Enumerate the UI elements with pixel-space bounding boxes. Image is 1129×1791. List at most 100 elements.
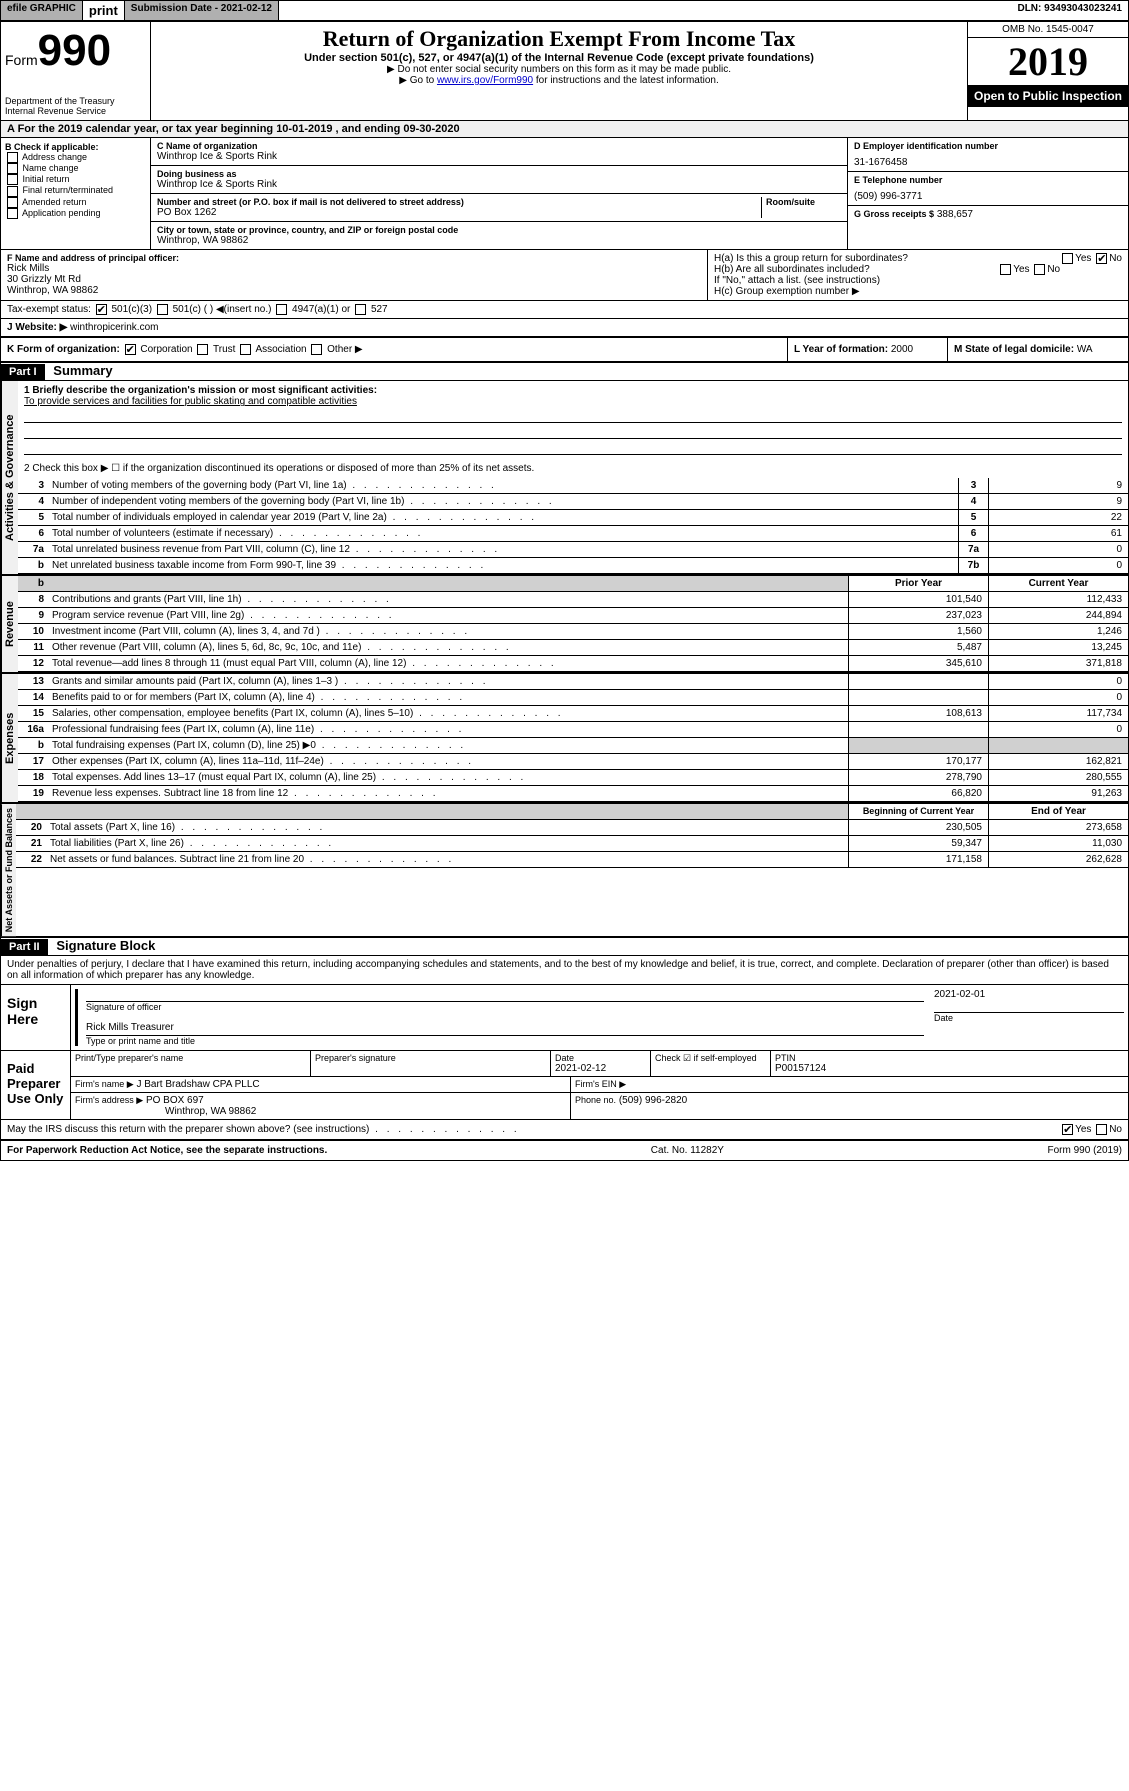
current-value: 0 (988, 722, 1128, 737)
line-text: Investment income (Part VIII, column (A)… (48, 624, 848, 639)
line-text: Total revenue—add lines 8 through 11 (mu… (48, 656, 848, 671)
form-number: 990 (38, 26, 111, 75)
city-label: City or town, state or province, country… (157, 225, 841, 235)
line-num: 14 (18, 690, 48, 705)
box-b-checkbox[interactable] (7, 174, 18, 185)
perjury-text: Under penalties of perjury, I declare th… (1, 956, 1128, 984)
officer-name: Rick Mills (7, 263, 701, 274)
other-checkbox[interactable] (311, 344, 322, 355)
ssn-notice: ▶ Do not enter social security numbers o… (161, 64, 957, 75)
line1-text: To provide services and facilities for p… (24, 396, 1122, 407)
line-text: Professional fundraising fees (Part IX, … (48, 722, 848, 737)
print-button[interactable]: print (83, 1, 125, 20)
officer-addr2: Winthrop, WA 98862 (7, 285, 701, 296)
line-num: 15 (18, 706, 48, 721)
line-text: Total fundraising expenses (Part IX, col… (48, 738, 848, 753)
efile-button[interactable]: efile GRAPHIC (1, 1, 83, 20)
line-text: Net unrelated business taxable income fr… (48, 558, 958, 573)
box-b-item: Address change (5, 152, 146, 163)
501c3-checkbox[interactable] (96, 304, 107, 315)
line-box: 3 (958, 478, 988, 493)
box-b-checkbox[interactable] (7, 186, 18, 197)
box-k-label: K Form of organization: (7, 344, 120, 355)
year-formation-label: L Year of formation: (794, 344, 888, 355)
prior-value: 278,790 (848, 770, 988, 785)
box-b-checkbox[interactable] (7, 197, 18, 208)
line-text: Net assets or fund balances. Subtract li… (46, 852, 848, 867)
4947-checkbox[interactable] (276, 304, 287, 315)
prior-year-header: Prior Year (848, 576, 988, 591)
current-value: 280,555 (988, 770, 1128, 785)
opt-501c: 501(c) ( ) ◀(insert no.) (173, 304, 272, 315)
sig-officer-label: Signature of officer (86, 1002, 924, 1012)
line-num: 16a (18, 722, 48, 737)
current-value: 1,246 (988, 624, 1128, 639)
irs-link[interactable]: www.irs.gov/Form990 (437, 75, 533, 86)
line-num: 3 (18, 478, 48, 493)
tax-status-label: Tax-exempt status: (7, 304, 91, 315)
open-public-badge: Open to Public Inspection (968, 85, 1128, 107)
501c-checkbox[interactable] (157, 304, 168, 315)
line-text: Revenue less expenses. Subtract line 18 … (48, 786, 848, 801)
line-text: Number of independent voting members of … (48, 494, 958, 509)
line-num: 22 (16, 852, 46, 867)
firm-addr-label: Firm's address ▶ (75, 1095, 143, 1105)
officer-label: F Name and address of principal officer: (7, 253, 701, 263)
line-text: Total expenses. Add lines 13–17 (must eq… (48, 770, 848, 785)
firm-ein-label: Firm's EIN ▶ (575, 1079, 626, 1089)
line-box: 7a (958, 542, 988, 557)
gray-cell (988, 738, 1128, 753)
prior-value: 108,613 (848, 706, 988, 721)
line-text: Total unrelated business revenue from Pa… (48, 542, 958, 557)
current-value: 13,245 (988, 640, 1128, 655)
assoc-checkbox[interactable] (240, 344, 251, 355)
prior-value: 1,560 (848, 624, 988, 639)
line-num: 11 (18, 640, 48, 655)
discuss-yes[interactable] (1062, 1124, 1073, 1135)
line-num: 4 (18, 494, 48, 509)
ein-label: D Employer identification number (854, 141, 1122, 151)
box-b-checkbox[interactable] (7, 152, 18, 163)
domicile-label: M State of legal domicile: (954, 344, 1074, 355)
prior-value: 59,347 (848, 836, 988, 851)
discuss-no[interactable] (1096, 1124, 1107, 1135)
line-box: 5 (958, 510, 988, 525)
trust-checkbox[interactable] (197, 344, 208, 355)
prior-value: 5,487 (848, 640, 988, 655)
line-box: 4 (958, 494, 988, 509)
discuss-question: May the IRS discuss this return with the… (7, 1124, 520, 1135)
line-num: 13 (18, 674, 48, 689)
line-num: 10 (18, 624, 48, 639)
line-text: Grants and similar amounts paid (Part IX… (48, 674, 848, 689)
dln-label: DLN: 93493043023241 (1011, 1, 1128, 20)
goto-notice: ▶ Go to www.irs.gov/Form990 for instruct… (161, 75, 957, 86)
line-value: 0 (988, 542, 1128, 557)
line-num: 7a (18, 542, 48, 557)
line-num: 18 (18, 770, 48, 785)
submission-date: Submission Date - 2021-02-12 (125, 1, 279, 20)
officer-printed: Rick Mills Treasurer (86, 1020, 924, 1036)
opt-other: Other ▶ (327, 344, 362, 355)
prep-name-label: Print/Type preparer's name (75, 1053, 306, 1063)
firm-addr: PO BOX 697 (146, 1095, 204, 1106)
current-value: 91,263 (988, 786, 1128, 801)
527-checkbox[interactable] (355, 304, 366, 315)
line-text: Contributions and grants (Part VIII, lin… (48, 592, 848, 607)
line-text: Number of voting members of the governin… (48, 478, 958, 493)
box-b-checkbox[interactable] (7, 163, 18, 174)
box-b-checkbox[interactable] (7, 208, 18, 219)
sign-here-label: Sign Here (1, 985, 71, 1050)
dept-treasury: Department of the Treasury (5, 96, 146, 106)
line-box: 6 (958, 526, 988, 541)
prior-value: 237,023 (848, 608, 988, 623)
paperwork-notice: For Paperwork Reduction Act Notice, see … (7, 1145, 327, 1156)
current-value: 0 (988, 690, 1128, 705)
type-name-label: Type or print name and title (86, 1036, 924, 1046)
hb-note: If "No," attach a list. (see instruction… (714, 275, 1122, 286)
netassets-label: Net Assets or Fund Balances (1, 804, 16, 936)
corp-checkbox[interactable] (125, 344, 136, 355)
form-subtitle: Under section 501(c), 527, or 4947(a)(1)… (161, 52, 957, 64)
current-value: 244,894 (988, 608, 1128, 623)
prior-value: 345,610 (848, 656, 988, 671)
gross-value: 388,657 (937, 209, 973, 220)
